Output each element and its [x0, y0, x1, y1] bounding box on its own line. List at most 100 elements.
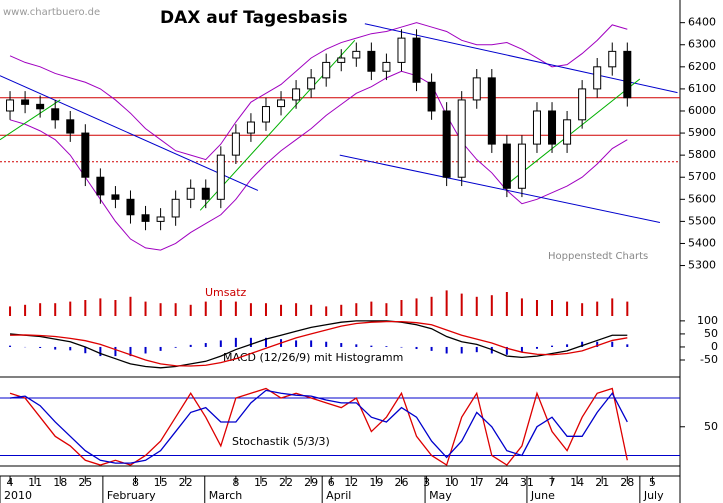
candle-body	[277, 99, 286, 108]
candle-body	[517, 143, 526, 189]
volume-bar	[39, 303, 42, 316]
histogram-bar	[204, 343, 207, 347]
candle-body	[292, 88, 301, 101]
histogram-bar	[415, 346, 418, 350]
y-tick-label: 6400	[688, 16, 716, 29]
histogram-bar	[264, 337, 267, 347]
volume-bar	[400, 300, 403, 316]
volume-bar	[99, 298, 102, 316]
x-tick-label: 26	[394, 476, 408, 489]
volume-bar	[340, 304, 343, 316]
candle-body	[578, 88, 587, 121]
y-tick-label: 50	[704, 327, 718, 340]
histogram-bar	[144, 346, 147, 354]
y-tick-label: 5700	[688, 170, 716, 183]
source: Hoppenstedt Charts	[548, 251, 648, 262]
x-tick-label: 4	[7, 476, 14, 489]
candle-body	[487, 77, 496, 145]
histogram-bar	[475, 346, 478, 353]
bollinger-upper	[9, 22, 628, 161]
candle-body	[216, 154, 225, 200]
histogram-bar	[159, 346, 162, 351]
y-tick-label: 5400	[688, 236, 716, 249]
y-tick-label: 5900	[688, 126, 716, 139]
candle-body	[548, 110, 557, 145]
volume-bar	[310, 304, 313, 316]
x-tick-label: 8	[132, 476, 139, 489]
x-tick-label: 17	[470, 476, 484, 489]
volume-bar	[69, 301, 72, 316]
volume-bar	[460, 293, 463, 316]
candle-body	[66, 119, 75, 134]
volume-bar	[264, 303, 267, 316]
y-tick-label: 5800	[688, 148, 716, 161]
y-tick-label: 5600	[688, 192, 716, 205]
volume-bar	[219, 300, 222, 316]
histogram-bar	[340, 343, 343, 347]
y-tick-label: 5300	[688, 259, 716, 272]
month-label: 2010	[4, 489, 32, 502]
trendline	[339, 154, 661, 223]
x-tick-label: 12	[344, 476, 358, 489]
histogram-bar	[114, 346, 117, 357]
month-label: July	[643, 489, 664, 502]
volume-bar	[84, 300, 87, 316]
histogram-bar	[129, 346, 132, 357]
volume-bar	[144, 301, 147, 316]
histogram-bar	[596, 341, 599, 347]
x-tick-label: 15	[254, 476, 268, 489]
candle-body	[261, 106, 270, 123]
candle-body	[96, 176, 105, 196]
trendline	[0, 75, 259, 191]
stoch-label: Stochastik (5/3/3)	[232, 435, 330, 448]
candle-body	[111, 194, 120, 200]
volume-bar	[566, 301, 569, 316]
y-tick-label: 6200	[688, 60, 716, 73]
macd-line	[10, 321, 628, 367]
candle-body	[382, 61, 391, 72]
histogram-bar	[39, 346, 42, 348]
candle-body	[51, 108, 60, 121]
bollinger-lower	[9, 70, 628, 251]
histogram-bar	[430, 346, 433, 351]
candle-body	[141, 214, 150, 222]
histogram-bar	[295, 340, 298, 347]
candle-body	[502, 143, 511, 189]
volume-bar	[9, 306, 12, 316]
candle-body	[171, 198, 180, 218]
y-tick-label: 50	[704, 420, 718, 433]
macd-line	[9, 320, 628, 369]
candle-body	[563, 119, 572, 145]
candle-body	[532, 110, 541, 145]
x-tick-label: 11	[28, 476, 42, 489]
x-tick-label: 28	[620, 476, 634, 489]
candle-body	[623, 50, 632, 99]
candle-body	[186, 187, 195, 200]
histogram-bar	[505, 346, 508, 355]
y-tick-label: 6300	[688, 38, 716, 51]
x-tick-label: 22	[279, 476, 293, 489]
candle-body	[126, 198, 135, 216]
histogram-bar	[626, 344, 629, 347]
histogram-bar	[249, 337, 252, 347]
volume-bar	[174, 303, 177, 316]
volume-bar	[596, 301, 599, 316]
y-tick-label: 0	[711, 340, 718, 353]
histogram-bar	[445, 346, 448, 354]
candle-body	[412, 37, 421, 83]
candle-body	[322, 61, 331, 79]
volume-bar	[445, 290, 448, 316]
watermark: www.chartbuero.de	[3, 7, 100, 18]
histogram-bar	[370, 345, 373, 347]
candle-body	[472, 77, 481, 101]
histogram-bar	[69, 346, 72, 351]
month-label: June	[530, 489, 555, 502]
histogram-bar	[535, 346, 538, 349]
x-tick-label: 29	[304, 476, 318, 489]
x-tick-label: 8	[232, 476, 239, 489]
chart-title: DAX auf Tagesbasis	[160, 8, 348, 28]
x-tick-label: 19	[369, 476, 383, 489]
candle-body	[307, 77, 316, 90]
volume-bar	[490, 295, 493, 316]
